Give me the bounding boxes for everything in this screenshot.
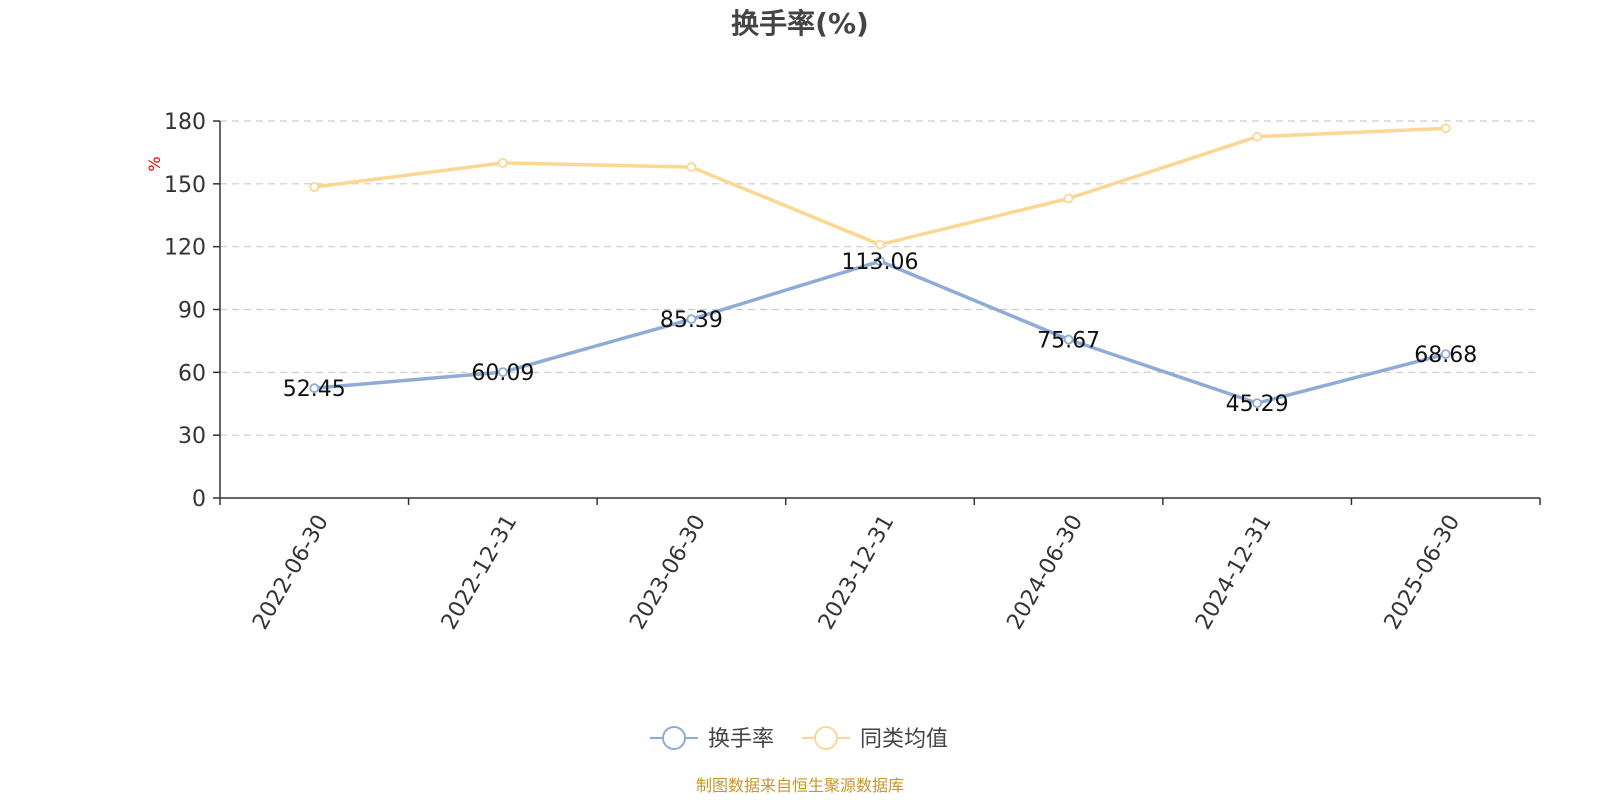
series-1-point-0 [309,182,320,192]
series-1-point-5 [1252,131,1263,142]
series-1 [309,123,1451,250]
legend: 换手率 同类均值 [650,726,948,752]
grid-lines [220,120,1540,436]
series-layer [309,123,1451,409]
y-tick-label-180: 180 [164,110,206,135]
series-0-point-4 [1063,334,1074,345]
data-label-4: 75.67 [1037,329,1100,354]
legend-marker-0 [662,726,686,750]
x-tick-label-2023-06-30: 2023-06-30 [625,511,711,634]
y-tick-label-60: 60 [178,361,206,386]
legend-marker-1 [814,726,838,750]
y-tick-label-150: 150 [164,173,206,198]
y-tick-label-0: 0 [192,487,206,512]
data-labels: 52.45 60.09 85.39 113.06 75.67 45.29 68.68 [283,250,1477,417]
x-tick-label-2022-06-30: 2022-06-30 [248,511,334,634]
series-0-point-3 [875,256,885,267]
y-tick-label-120: 120 [164,236,206,261]
chart-title: 换手率(%) [731,7,869,40]
x-tick-label-2022-12-31: 2022-12-31 [437,511,523,634]
series-0-point-2 [686,314,697,325]
data-label-5: 45.29 [1226,392,1289,417]
series-1-point-1 [497,157,508,168]
y-tick-label-30: 30 [178,424,206,449]
series-0-point-1 [497,367,508,378]
series-0-point-6 [1440,349,1451,360]
data-label-6: 68.68 [1414,343,1477,368]
y-tick-label-90: 90 [178,299,206,324]
data-label-3: 113.06 [842,250,919,275]
data-label-0: 52.45 [283,377,346,402]
series-0 [309,256,1451,409]
x-tick-label-2024-06-30: 2024-06-30 [1002,511,1088,634]
data-label-2: 85.39 [660,308,723,333]
series-1-point-4 [1063,193,1074,204]
series-1-point-3 [875,239,885,250]
x-tick-label-2023-12-31: 2023-12-31 [814,511,900,634]
series-0-point-5 [1252,398,1263,409]
series-line-1 [312,126,1448,247]
series-1-point-2 [686,162,697,172]
x-tick-label-2025-06-30: 2025-06-30 [1380,511,1466,634]
data-label-1: 60.09 [471,361,534,386]
series-0-point-0 [309,383,320,394]
y-axis-unit: % [145,156,164,171]
x-tick-label-2024-12-31: 2024-12-31 [1191,511,1277,634]
legend-label-1: 同类均值 [860,727,948,752]
source-note: 制图数据来自恒生聚源数据库 [696,776,904,795]
legend-label-0: 换手率 [708,727,774,752]
series-1-point-6 [1440,123,1451,134]
